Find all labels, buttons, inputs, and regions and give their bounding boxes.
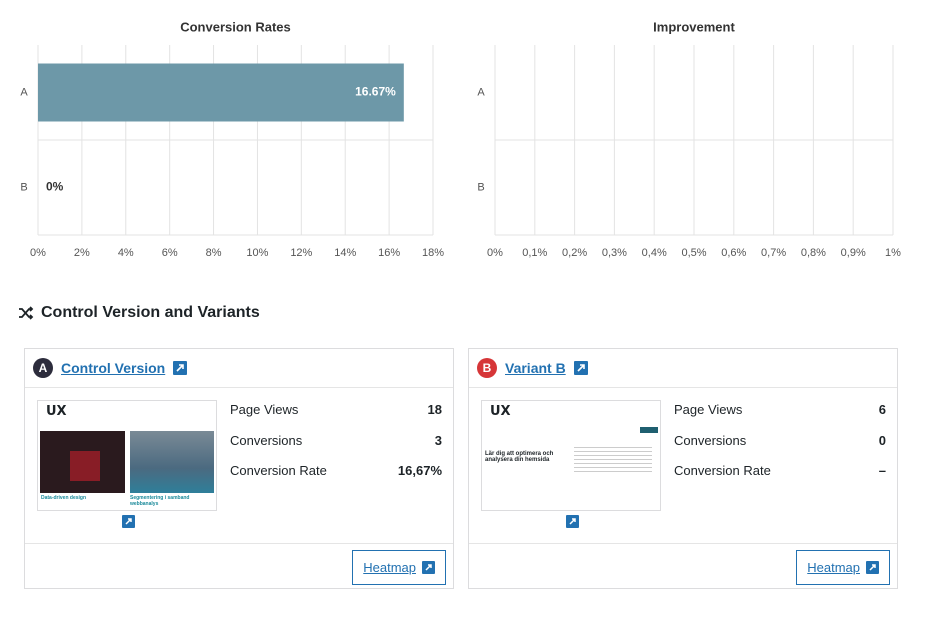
- bar: [38, 63, 404, 122]
- badge: B: [477, 358, 497, 378]
- button-label: Heatmap: [807, 560, 860, 575]
- x-tick-label: 14%: [334, 247, 356, 259]
- section-heading: Control Version and Variants: [18, 304, 260, 322]
- x-tick-label: 0,2%: [562, 247, 587, 259]
- stat-label: Conversions: [230, 432, 303, 448]
- external-link-icon[interactable]: [122, 515, 135, 528]
- x-tick-label: 0,4%: [642, 247, 667, 259]
- x-tick-label: 16%: [378, 247, 400, 259]
- thumb-logo: UX: [46, 404, 67, 419]
- x-tick-label: 0,1%: [522, 247, 547, 259]
- data-label: 16.67%: [355, 85, 396, 99]
- x-tick-label: 0,8%: [801, 247, 826, 259]
- x-tick-label: 0%: [30, 247, 46, 259]
- stat-value: 6: [878, 402, 886, 417]
- section-title: Control Version and Variants: [41, 304, 260, 321]
- card-header: B Variant B: [469, 349, 897, 388]
- x-tick-label: 0,6%: [721, 247, 746, 259]
- x-tick-label: 1%: [885, 247, 901, 259]
- x-tick-label: 6%: [162, 247, 178, 259]
- thumb-image: [40, 431, 125, 493]
- badge: A: [33, 358, 53, 378]
- card-title-link[interactable]: Control Version: [61, 360, 166, 376]
- thumb-button: [640, 427, 658, 433]
- x-tick-label: 8%: [206, 247, 222, 259]
- stat-label: Page Views: [230, 402, 299, 417]
- thumbnail[interactable]: UX Data-driven design Segmentering i sam…: [37, 400, 217, 511]
- stat-label: Conversion Rate: [674, 463, 771, 478]
- heatmap-button[interactable]: Heatmap: [796, 550, 890, 585]
- y-tick-label: B: [477, 181, 484, 193]
- shuffle-icon: [19, 306, 34, 320]
- external-link-icon: [422, 561, 435, 574]
- stat-row: Page Views 18: [230, 402, 442, 433]
- x-tick-label: 0,9%: [841, 247, 866, 259]
- x-tick-label: 4%: [118, 247, 134, 259]
- stat-label: Conversion Rate: [230, 463, 327, 478]
- external-link-icon[interactable]: [566, 515, 579, 528]
- chart-title: Conversion Rates: [180, 19, 291, 34]
- thumbnail[interactable]: UX Lär dig att optimera och analysera di…: [481, 400, 661, 511]
- stat-value: 18: [427, 402, 442, 417]
- stat-row: Conversions 0: [674, 433, 886, 464]
- stats: Page Views 18 Conversions 3 Conversion Rat…: [230, 402, 442, 494]
- card-body: UX Data-driven design Segmentering i sam…: [25, 388, 453, 544]
- stat-row: Conversion Rate 16,67%: [230, 463, 442, 494]
- thumb-caption: Data-driven design: [41, 495, 87, 501]
- stat-value: 0: [878, 432, 886, 448]
- thumb-logo: UX: [490, 404, 511, 419]
- thumb-text: [574, 447, 652, 475]
- y-tick-label: A: [477, 86, 485, 98]
- stat-value: 3: [434, 432, 442, 448]
- card-body: UX Lär dig att optimera och analysera di…: [469, 388, 897, 544]
- x-tick-label: 0,3%: [602, 247, 627, 259]
- stat-value: 16,67%: [397, 463, 442, 478]
- variant-card: B Variant B UX Lär dig att optimera och …: [468, 348, 898, 589]
- x-tick-label: 0,7%: [761, 247, 786, 259]
- card-header: A Control Version: [25, 349, 453, 388]
- y-tick-label: A: [20, 86, 28, 98]
- external-link-icon: [866, 561, 879, 574]
- x-tick-label: 0%: [487, 247, 503, 259]
- chart-title: Improvement: [653, 19, 735, 34]
- data-label: 0%: [46, 180, 64, 194]
- stat-label: Conversions: [674, 432, 747, 448]
- card-footer: Heatmap: [469, 544, 897, 590]
- x-tick-label: 2%: [74, 247, 90, 259]
- card-title-link[interactable]: Variant B: [505, 360, 566, 376]
- heatmap-button[interactable]: Heatmap: [352, 550, 446, 585]
- external-link-icon[interactable]: [173, 361, 188, 375]
- stat-value: –: [878, 463, 886, 478]
- button-label: Heatmap: [363, 560, 416, 575]
- y-tick-label: B: [20, 181, 27, 193]
- stat-label: Page Views: [674, 402, 743, 417]
- variant-card: A Control Version UX Data-driven design …: [24, 348, 454, 589]
- stat-row: Conversion Rate –: [674, 463, 886, 494]
- thumb-caption: Segmentering i samband webbanalys: [130, 495, 190, 507]
- x-tick-label: 12%: [290, 247, 312, 259]
- thumb-image: [130, 431, 214, 493]
- x-tick-label: 10%: [246, 247, 268, 259]
- charts: Conversion Rates 0% 2% 4% 6% 8% 10% 12% 14% 16% 18…: [20, 19, 901, 259]
- x-tick-label: 0,5%: [681, 247, 706, 259]
- stats: Page Views 6 Conversions 0 Conversion Rate…: [674, 402, 886, 494]
- external-link-icon[interactable]: [573, 361, 588, 375]
- card-footer: Heatmap: [25, 544, 453, 590]
- stat-row: Page Views 6: [674, 402, 886, 433]
- thumb-caption: Lär dig att optimera och analysera din h…: [485, 451, 554, 463]
- stat-row: Conversions 3: [230, 433, 442, 464]
- x-tick-label: 18%: [422, 247, 444, 259]
